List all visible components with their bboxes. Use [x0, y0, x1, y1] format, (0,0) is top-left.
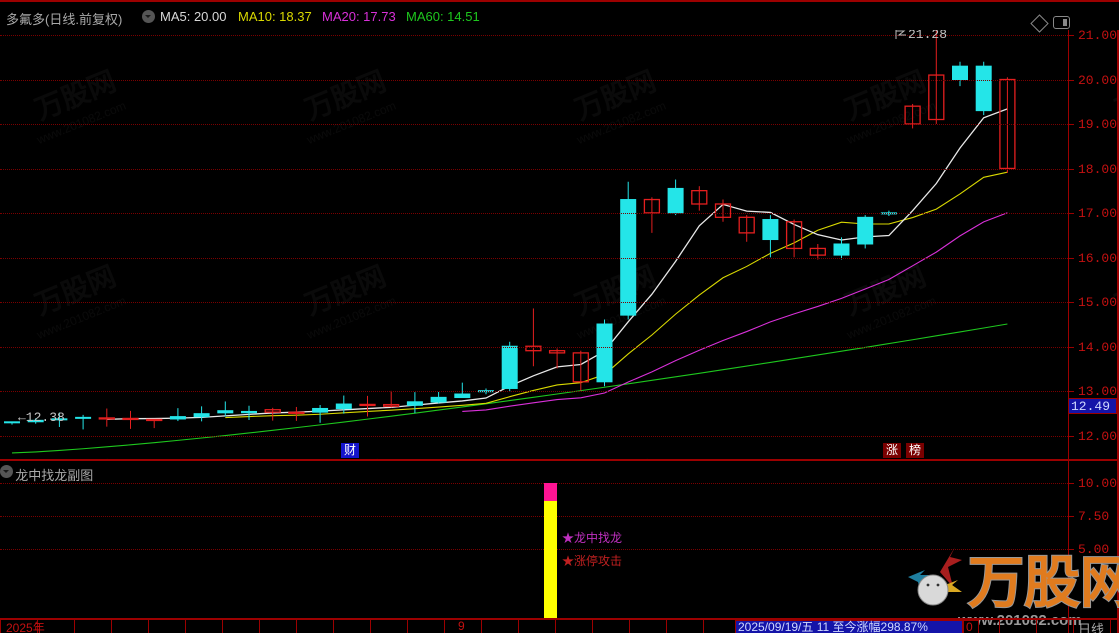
- svg-text:万股网: 万股网: [968, 551, 1119, 614]
